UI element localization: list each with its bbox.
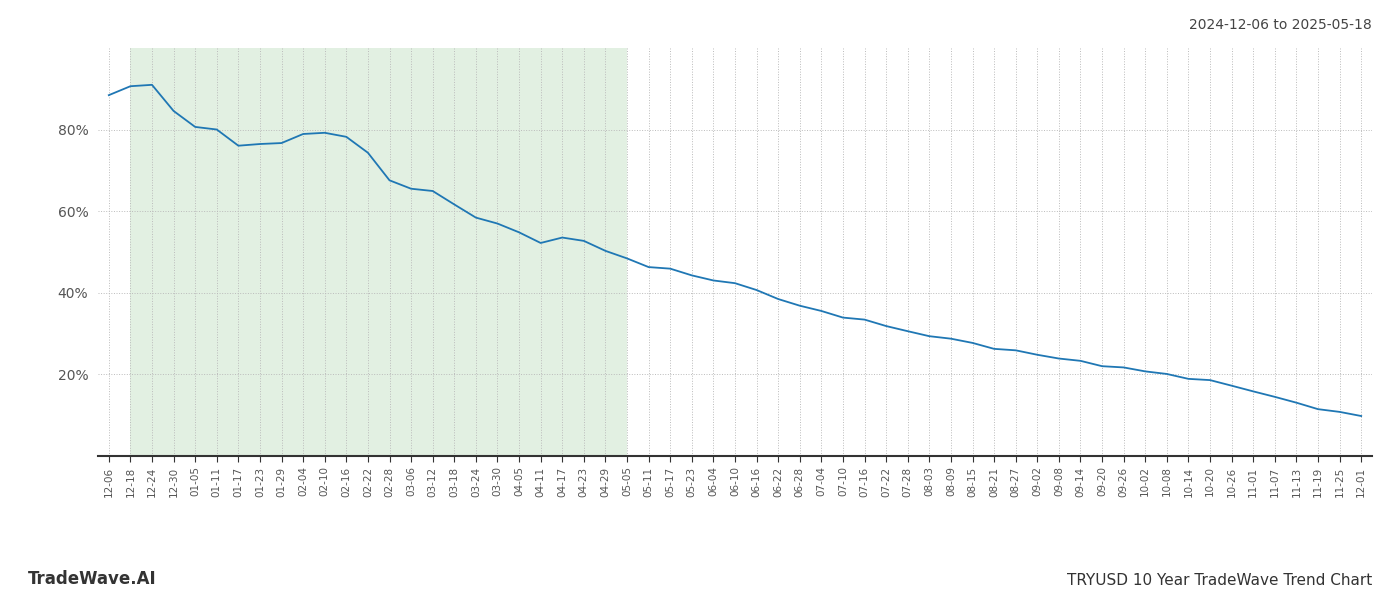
Text: TRYUSD 10 Year TradeWave Trend Chart: TRYUSD 10 Year TradeWave Trend Chart [1067,573,1372,588]
Text: TradeWave.AI: TradeWave.AI [28,570,157,588]
Bar [130,48,627,456]
Text: 2024-12-06 to 2025-05-18: 2024-12-06 to 2025-05-18 [1189,18,1372,32]
